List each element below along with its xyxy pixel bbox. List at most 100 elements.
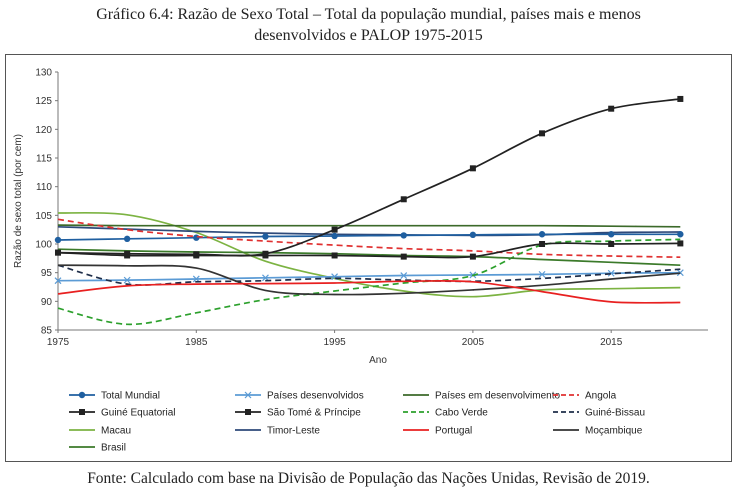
series-total-mundial: [54, 231, 684, 244]
legend-item-paises-desenvolvidos: Países desenvolvidos: [235, 391, 364, 402]
chart-title: Gráfico 6.4: Razão de Sexo Total – Total…: [0, 4, 737, 46]
point-sao-tome-principe: [608, 241, 615, 247]
series-guine-bissau: [57, 264, 681, 286]
point-total-mundial: [54, 236, 62, 244]
y-tick-label: 130: [35, 68, 52, 79]
x-axis-label: Ano: [369, 355, 387, 366]
x-tick-label: 1975: [47, 337, 70, 348]
legend-marker-paises-desenvolvidos-stroke-b: [244, 391, 252, 399]
series-paises-desenvolvidos: [54, 269, 684, 285]
legend-item-portugal: Portugal: [403, 426, 472, 437]
point-total-mundial: [331, 232, 338, 240]
point-guine-equatorial: [400, 196, 407, 203]
legend-label-guine-bissau: Guiné-Bissau: [585, 408, 645, 419]
legend-marker-guine-equatorial: [79, 409, 85, 415]
legend-item-mocambique: Moçambique: [553, 426, 643, 437]
point-sao-tome-principe: [400, 253, 407, 260]
series-line-brasil: [57, 248, 681, 267]
y-tick-label: 105: [35, 211, 52, 222]
series-portugal: [57, 279, 681, 304]
series-line-sao-tome-principe: [57, 242, 681, 259]
point-paises-desenvolvidos-stroke-b: [607, 269, 615, 277]
point-paises-desenvolvidos: [123, 276, 131, 284]
legend-marker-paises-desenvolvidos: [244, 391, 252, 399]
chart-legend: Total Mundial Países desenvolvidos Países …: [69, 391, 645, 454]
point-guine-equatorial: [331, 226, 338, 233]
point-guine-equatorial: [262, 250, 269, 257]
point-paises-desenvolvidos-stroke-b: [192, 275, 200, 283]
x-tick-label: 2005: [462, 337, 485, 348]
point-total-mundial: [538, 231, 546, 238]
legend-item-guine-equatorial: Guiné Equatorial: [69, 408, 176, 419]
series-mocambique: [57, 264, 681, 296]
source-note: Fonte: Calculado com base na Divisão de …: [87, 470, 650, 487]
y-tick-label: 110: [36, 182, 52, 193]
legend-label-brasil: Brasil: [101, 443, 126, 454]
series-line-cabo-verde: [57, 238, 681, 326]
point-paises-desenvolvidos-stroke-b: [538, 270, 546, 278]
point-guine-equatorial: [608, 105, 615, 112]
y-tick-label: 125: [35, 96, 52, 107]
series-paises-em-desenvolvimento: [57, 224, 681, 228]
point-paises-desenvolvidos: [538, 270, 546, 278]
legend-item-brasil: Brasil: [69, 443, 126, 454]
y-tick-label: 85: [41, 326, 53, 337]
legend-item-total-mundial: Total Mundial: [69, 391, 160, 402]
legend-label-paises-em-desenvolvimento: Países em desenvolvimento: [435, 391, 561, 402]
legend-item-timor-leste: Timor-Leste: [235, 426, 320, 437]
point-paises-desenvolvidos-stroke-b: [123, 276, 131, 284]
point-total-mundial: [123, 235, 131, 243]
legend-item-sao-tome-principe: São Tomé & Príncipe: [235, 408, 361, 419]
point-total-mundial: [607, 231, 615, 238]
point-guine-equatorial: [677, 95, 684, 102]
point-sao-tome-principe: [469, 253, 476, 260]
series-line-paises-em-desenvolvimento: [57, 224, 681, 228]
series-line-mocambique: [57, 264, 681, 296]
series-macau: [57, 211, 681, 298]
series-angola: [57, 218, 681, 259]
point-total-mundial: [677, 231, 684, 238]
point-total-mundial: [400, 232, 407, 239]
series-line-paises-desenvolvidos: [57, 271, 681, 282]
point-paises-desenvolvidos-stroke-b: [331, 273, 339, 281]
legend-item-guine-bissau: Guiné-Bissau: [553, 408, 645, 419]
point-total-mundial: [262, 233, 269, 240]
legend-label-mocambique: Moçambique: [585, 426, 643, 437]
point-paises-desenvolvidos: [54, 277, 62, 285]
point-guine-equatorial: [124, 250, 131, 257]
y-tick-label: 120: [35, 125, 52, 136]
legend-label-sao-tome-principe: São Tomé & Príncipe: [267, 408, 361, 419]
legend-label-guine-equatorial: Guiné Equatorial: [101, 408, 176, 419]
point-sao-tome-principe: [331, 252, 338, 259]
y-axis-label: Razão de sexo total (por cem): [13, 134, 24, 268]
legend-marker-sao-tome-principe: [245, 409, 251, 415]
chart-axes: 85 90 95 100 105 110 115 120 125 130 1975 1985 1995 2…: [13, 68, 708, 366]
series-cabo-verde: [57, 238, 681, 326]
legend-item-paises-em-desenvolvimento: Países em desenvolvimento: [403, 391, 561, 402]
point-paises-desenvolvidos: [676, 269, 684, 277]
series-sao-tome-principe: [55, 240, 684, 260]
series-line-guine-equatorial: [57, 98, 681, 257]
y-tick-label: 90: [41, 297, 53, 308]
point-guine-equatorial: [193, 251, 200, 258]
series-line-macau: [57, 211, 681, 298]
x-tick-label: 1995: [323, 337, 346, 348]
chart-title-line-1: Gráfico 6.4: Razão de Sexo Total – Total…: [96, 6, 641, 23]
point-total-mundial: [469, 231, 477, 239]
chart-frame: [5, 54, 732, 462]
legend-item-cabo-verde: Cabo Verde: [403, 408, 488, 419]
point-paises-desenvolvidos: [400, 272, 408, 279]
legend-label-timor-leste: Timor-Leste: [267, 426, 320, 437]
x-tick-label: 1985: [185, 337, 208, 348]
point-guine-equatorial: [55, 249, 61, 256]
point-paises-desenvolvidos-stroke-b: [262, 274, 269, 282]
point-sao-tome-principe: [539, 241, 546, 247]
line-chart: 85 90 95 100 105 110 115 120 125 130 1975 1985 1995 2…: [13, 68, 708, 454]
legend-item-angola: Angola: [553, 391, 617, 402]
series-line-guine-bissau: [57, 264, 681, 286]
point-guine-equatorial: [469, 165, 476, 172]
point-total-mundial: [193, 234, 200, 241]
series-line-angola: [57, 218, 681, 259]
y-tick-label: 95: [41, 268, 53, 279]
legend-label-cabo-verde: Cabo Verde: [435, 408, 488, 419]
